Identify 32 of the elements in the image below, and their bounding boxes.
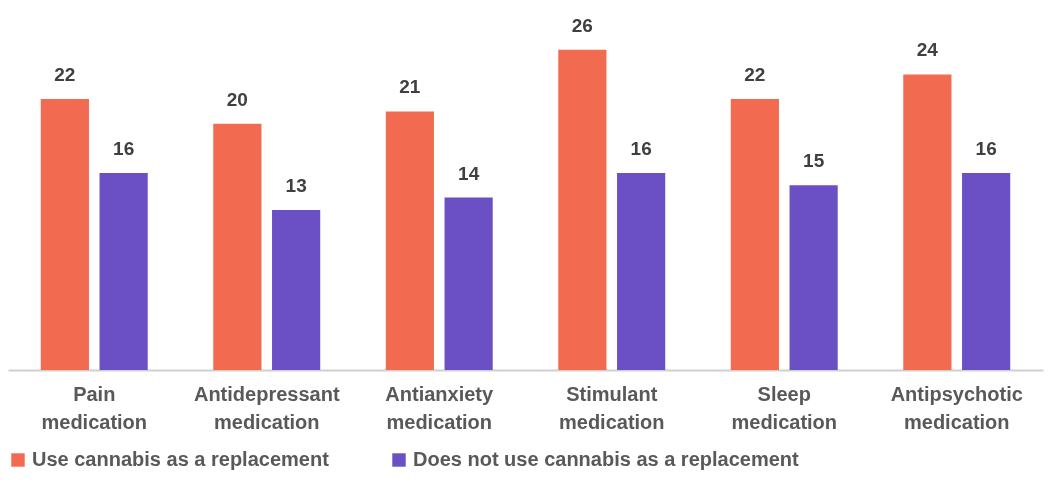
data-label: 13 xyxy=(285,174,307,196)
data-label: 20 xyxy=(226,88,248,110)
x-tick-label: Stimulant medication xyxy=(558,382,665,433)
data-label: 16 xyxy=(975,137,997,159)
data-label: 22 xyxy=(744,64,766,86)
data-label: 16 xyxy=(630,137,652,159)
data-label: 22 xyxy=(54,64,76,86)
x-tick-label: Sleep medication xyxy=(731,382,838,433)
bar xyxy=(903,74,952,370)
data-label: 16 xyxy=(113,137,135,159)
data-label: 14 xyxy=(458,162,480,184)
bar xyxy=(617,172,666,370)
bar xyxy=(730,99,779,370)
bar xyxy=(99,172,148,370)
x-tick-label: Pain medication xyxy=(41,382,148,433)
data-label: 21 xyxy=(399,76,421,98)
bar xyxy=(272,209,321,370)
legend-label: Use cannabis as a replacement xyxy=(32,448,330,470)
x-tick-label: Antianxiety medication xyxy=(385,382,495,433)
bar xyxy=(40,99,89,370)
data-label: 26 xyxy=(571,14,593,36)
bar xyxy=(558,49,607,370)
bar xyxy=(789,185,838,370)
bar xyxy=(385,111,434,370)
bar xyxy=(962,172,1011,370)
bar xyxy=(444,197,493,370)
data-label: 15 xyxy=(803,150,825,172)
x-tick-label: Antipsychotic medication xyxy=(890,382,1023,433)
data-label: 24 xyxy=(916,39,939,61)
legend-label: Does not use cannabis as a replacement xyxy=(413,448,800,470)
bar xyxy=(213,123,262,370)
x-tick-label: Antidepressant medication xyxy=(193,382,340,433)
